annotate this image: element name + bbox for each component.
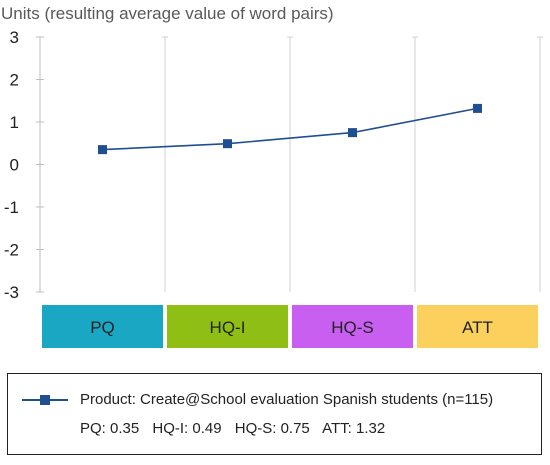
legend-value-hq-s: HQ-S: 0.75 xyxy=(234,420,310,437)
category-label: HQ-I xyxy=(210,318,246,337)
category-label: ATT xyxy=(462,318,493,337)
legend-marker-icon xyxy=(22,394,68,406)
data-point xyxy=(223,139,232,149)
legend-values: PQ: 0.35 HQ-I: 0.49 HQ-S: 0.75 ATT: 1.32 xyxy=(80,420,394,437)
category-box-pq xyxy=(42,305,163,348)
y-tick-label: -2 xyxy=(4,241,19,260)
y-tick-label: 1 xyxy=(10,113,19,132)
category-box-hq-i xyxy=(167,305,288,348)
category-box-att xyxy=(417,305,538,348)
y-tick-label: -1 xyxy=(4,198,19,217)
y-tick-label: 3 xyxy=(10,28,19,47)
legend: Product: Create@School evaluation Spanis… xyxy=(7,373,542,455)
series xyxy=(98,103,482,155)
grid xyxy=(37,36,543,292)
y-axis: -3 -2 -1 0 1 2 3 xyxy=(4,28,44,302)
category-boxes: PQ HQ-I HQ-S ATT xyxy=(42,305,538,348)
y-tick-label: 0 xyxy=(10,156,19,175)
category-box-hq-s xyxy=(292,305,413,348)
data-point xyxy=(473,103,482,113)
y-tick-label: 2 xyxy=(10,71,19,90)
data-point xyxy=(348,128,357,138)
category-label: PQ xyxy=(90,318,115,337)
data-point xyxy=(98,145,107,155)
legend-value-att: ATT: 1.32 xyxy=(322,420,386,437)
legend-value-pq: PQ: 0.35 xyxy=(80,420,140,437)
category-label: HQ-S xyxy=(331,318,374,337)
y-tick-label: -3 xyxy=(4,283,19,302)
legend-value-hq-i: HQ-I: 0.49 xyxy=(152,420,222,437)
chart-title: Units (resulting average value of word p… xyxy=(1,4,334,23)
legend-series-name: Product: Create@School evaluation Spanis… xyxy=(80,391,494,408)
series-line xyxy=(102,107,478,151)
